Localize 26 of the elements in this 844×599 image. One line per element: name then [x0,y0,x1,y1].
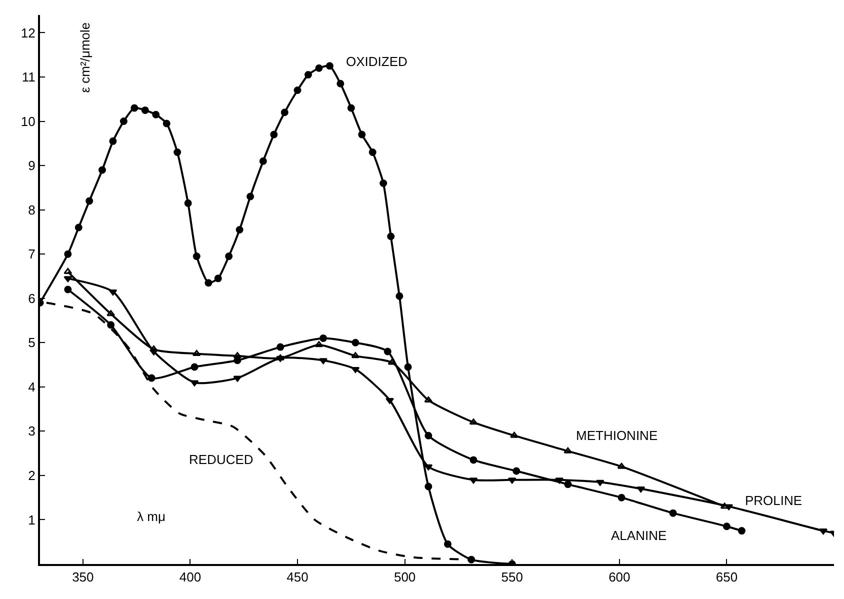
x-tick-label: 650 [716,570,738,585]
y-tick-label: 8 [28,202,36,218]
y-tick-label: 5 [28,335,36,350]
series-label: ALANINE [611,528,667,543]
series-label: REDUCED [189,452,254,467]
x-tick-label: 450 [286,570,308,585]
x-tick-label: 600 [608,570,630,585]
y-tick-label: 2 [28,468,36,483]
y-tick-label: 7 [28,246,36,262]
x-tick-label: 500 [394,570,416,585]
y-tick-label: 10 [20,114,36,129]
y-tick-label: 1 [28,512,36,528]
series-label: PROLINE [745,493,802,508]
y-tick-label: 3 [28,424,36,439]
y-tick-label: 4 [28,379,36,394]
y-tick-label: 12 [20,25,36,40]
y-tick-label: 9 [28,158,36,174]
y-axis-title: ε cm²/μmole [78,22,93,93]
x-tick-label: 350 [72,570,94,585]
x-tick-label: 400 [179,570,202,585]
series-label: OXIDIZED [346,54,408,69]
x-tick-label: 550 [501,570,523,585]
series-label: METHIONINE [576,428,658,443]
x-axis-title: λ mμ [137,509,166,524]
y-tick-label: 6 [28,290,36,306]
y-tick-label: 11 [22,70,36,85]
